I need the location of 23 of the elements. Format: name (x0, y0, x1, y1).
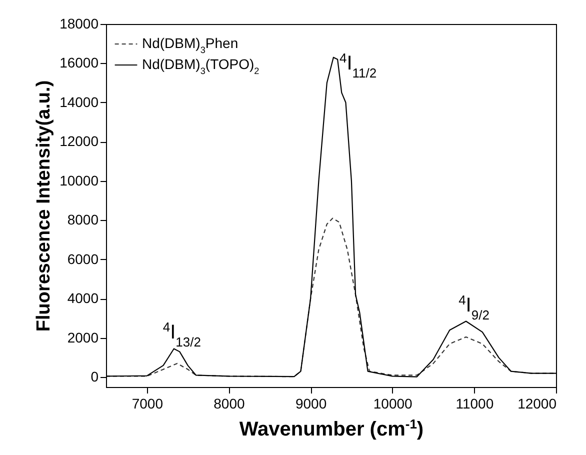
y-tick-label: 4000 (67, 290, 99, 306)
legend-label: Nd(DBM)$_{3}$Phen (142, 35, 238, 55)
x-tick-label: 9000 (295, 396, 327, 412)
y-tick-label: 18000 (60, 16, 99, 32)
y-tick-label: 0 (90, 368, 99, 385)
y-tick-label: 10000 (60, 172, 99, 188)
x-tick-label: 11000 (456, 396, 494, 412)
x-tick-label: 8000 (214, 396, 246, 412)
annotation: $^{4}$I$_{11/2}$ (339, 50, 377, 80)
x-tick-label: 10000 (373, 396, 413, 412)
x-tick-label: 7000 (132, 396, 164, 412)
y-tick-label: 2000 (67, 329, 99, 346)
y-tick-label: 8000 (67, 212, 99, 228)
y-axis-title: Fluorescence Intensity(a.u.) (34, 80, 55, 332)
legend-label: Nd(DBM)$_{3}$(TOPO)$_{2}$ (142, 56, 260, 76)
y-tick-label: 12000 (60, 133, 99, 150)
y-tick-label: 14000 (60, 94, 99, 110)
x-axis-title: Wavenumber (cm$^{-1}$) (239, 416, 424, 440)
x-tick-label: 12000 (518, 396, 557, 412)
y-tick-label: 16000 (60, 54, 99, 71)
y-tick-label: 6000 (67, 250, 99, 267)
annotation: $^{4}$I$_{13/2}$ (162, 319, 201, 350)
annotation: $^{4}$I$_{9/2}$ (458, 292, 490, 322)
